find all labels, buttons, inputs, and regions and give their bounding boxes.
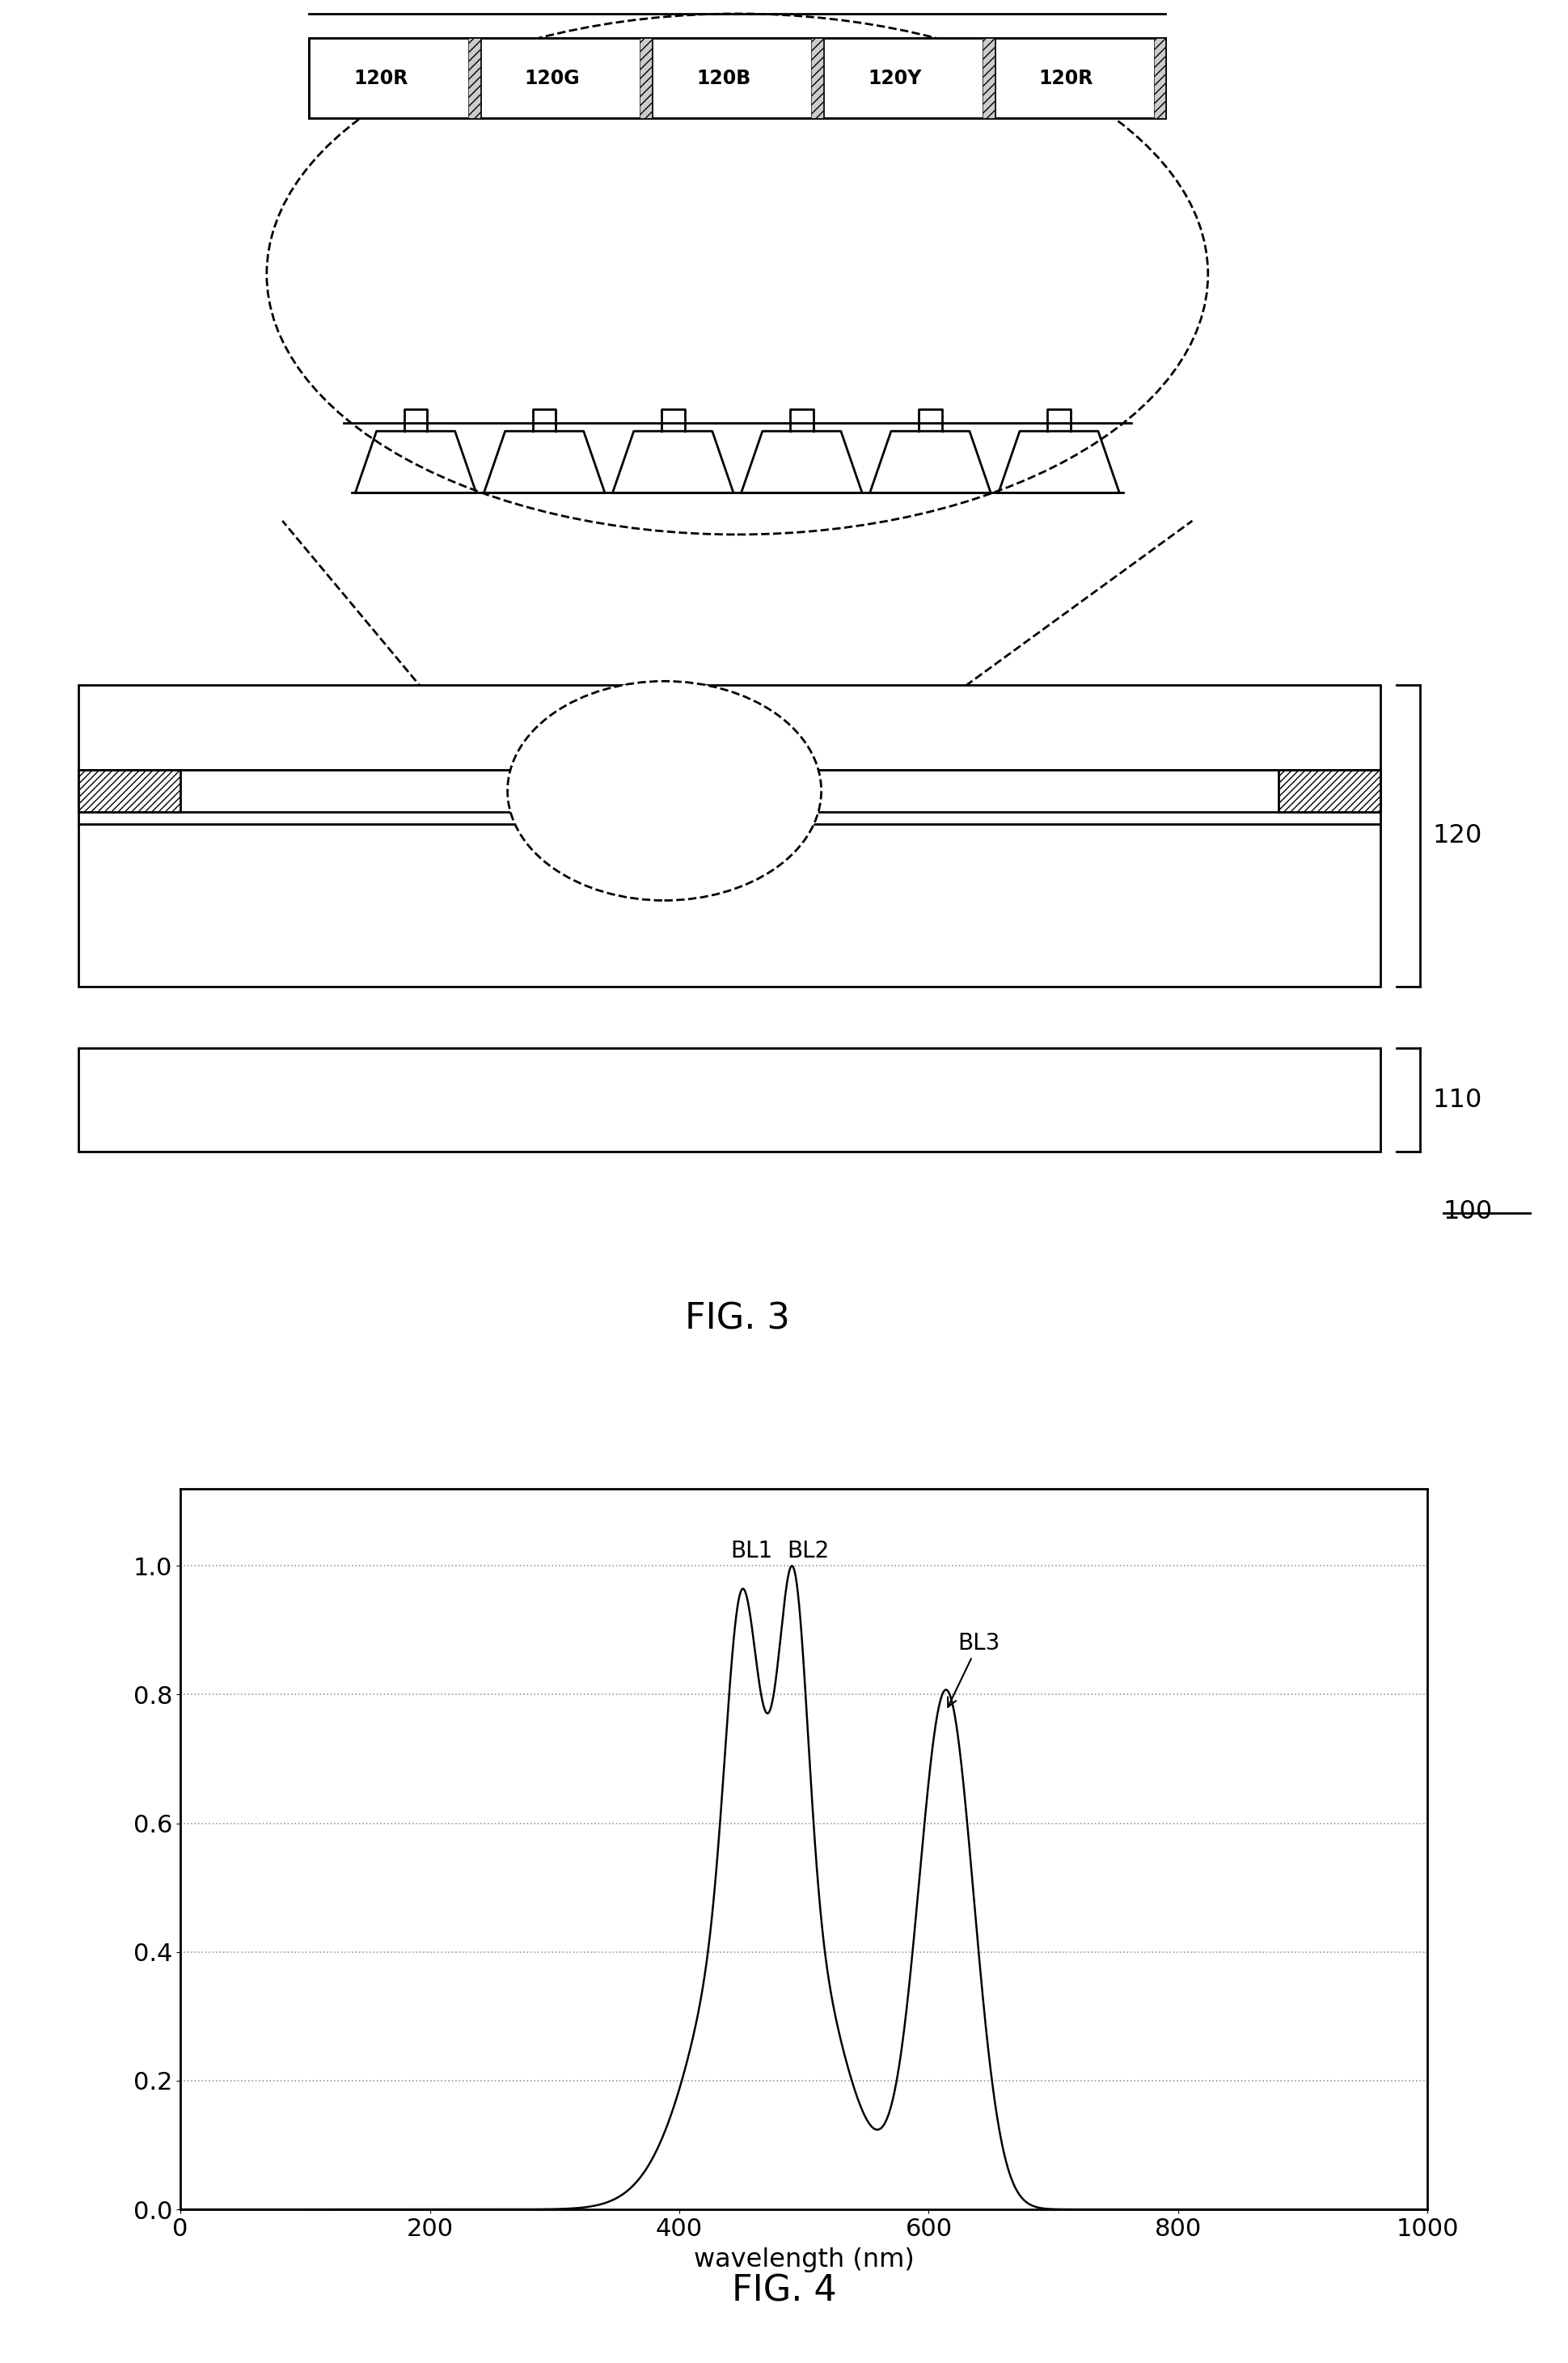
Bar	[811, 38, 823, 118]
Bar	[78, 685, 1380, 988]
Text: BL1: BL1	[731, 1541, 773, 1562]
Bar	[982, 38, 994, 118]
Text: FIG. 3: FIG. 3	[685, 1302, 789, 1337]
Text: BL3: BL3	[947, 1633, 999, 1706]
Ellipse shape	[506, 681, 822, 900]
Text: FIG. 4: FIG. 4	[732, 2273, 836, 2309]
Ellipse shape	[267, 14, 1207, 534]
Bar	[640, 38, 651, 118]
Text: 120: 120	[1432, 822, 1482, 848]
Bar	[309, 38, 1165, 118]
Text: 120R: 120R	[353, 69, 408, 87]
Text: 120B: 120B	[696, 69, 751, 87]
Text: 120R: 120R	[1038, 69, 1093, 87]
Bar	[823, 38, 994, 118]
Bar	[309, 38, 480, 118]
Bar	[1278, 770, 1380, 813]
Bar	[78, 770, 1380, 813]
Text: BL2: BL2	[786, 1541, 828, 1562]
Text: 120Y: 120Y	[867, 69, 922, 87]
X-axis label: wavelength (nm): wavelength (nm)	[693, 2247, 914, 2273]
Bar	[1152, 38, 1165, 118]
Bar	[994, 38, 1165, 118]
Bar	[651, 38, 823, 118]
Bar	[469, 38, 480, 118]
Bar	[78, 770, 180, 813]
Text: 110: 110	[1432, 1087, 1482, 1113]
Text: 120G: 120G	[524, 69, 580, 87]
Bar	[78, 1049, 1380, 1151]
Bar	[480, 38, 651, 118]
Text: 100: 100	[1443, 1200, 1493, 1224]
